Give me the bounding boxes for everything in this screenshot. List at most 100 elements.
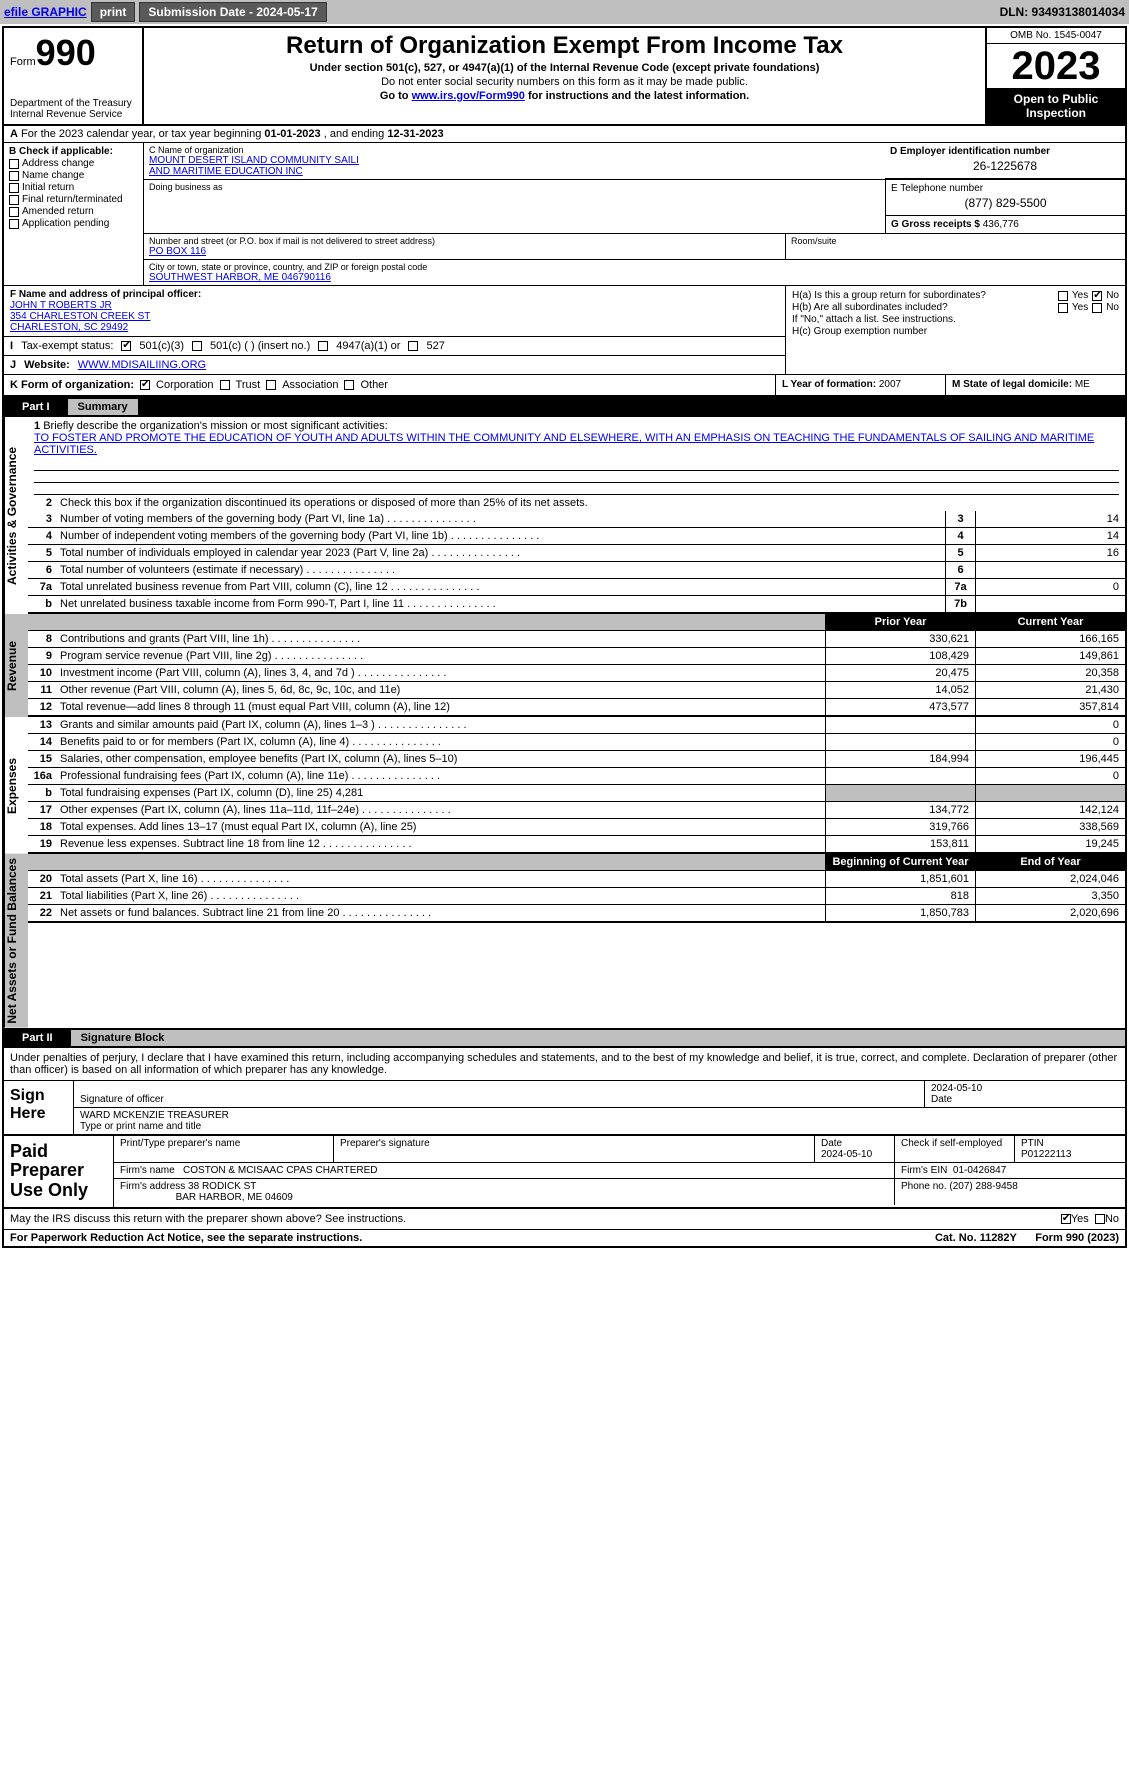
l21-cy: 3,350 — [975, 888, 1125, 904]
line-4-val: 14 — [975, 528, 1125, 544]
ty-end: 12-31-2023 — [387, 128, 443, 140]
open-inspection: Open to Public Inspection — [987, 88, 1125, 124]
dln-label: DLN: 93493138014034 — [1000, 5, 1125, 19]
box-e-label: E Telephone number — [891, 183, 1120, 194]
l17-cy: 142,124 — [975, 802, 1125, 818]
goto-link[interactable]: www.irs.gov/Form990 — [412, 90, 525, 102]
print-button[interactable]: print — [91, 2, 136, 22]
chk-hb-no[interactable] — [1092, 303, 1102, 313]
l20-cy: 2,024,046 — [975, 871, 1125, 887]
efile-link[interactable]: efile GRAPHIC — [4, 5, 87, 19]
l12-cy: 357,814 — [975, 699, 1125, 715]
chk-trust[interactable] — [220, 380, 230, 390]
line-5-text: Total number of individuals employed in … — [60, 547, 428, 559]
officer-addr2: CHARLESTON, SC 29492 — [10, 322, 128, 333]
chk-app-pending[interactable] — [9, 219, 19, 229]
form-ref: Form 990 (2023) — [1035, 1232, 1119, 1244]
irs-discuss: May the IRS discuss this return with the… — [4, 1209, 1125, 1230]
l22-cy: 2,020,696 — [975, 905, 1125, 921]
gross-receipts: 436,776 — [983, 219, 1019, 230]
chk-527[interactable] — [408, 341, 418, 351]
l9-cy: 149,861 — [975, 648, 1125, 664]
chk-amended[interactable] — [9, 207, 19, 217]
chk-ha-no[interactable] — [1092, 291, 1102, 301]
row-klm: K Form of organization: Corporation Trus… — [4, 374, 1125, 397]
mission-value: TO FOSTER AND PROMOTE THE EDUCATION OF Y… — [34, 432, 1094, 456]
line-3-text: Number of voting members of the governin… — [60, 513, 384, 525]
line-a-label: A — [10, 128, 18, 140]
firm-addr2: BAR HARBOR, ME 04609 — [176, 1192, 293, 1203]
irs-label: Internal Revenue Service — [10, 109, 136, 120]
chk-corp[interactable] — [140, 380, 150, 390]
form-number-box: Form990 Department of the Treasury Inter… — [4, 28, 144, 124]
box-m: M State of legal domicile: ME — [945, 375, 1125, 395]
chk-hb-yes[interactable] — [1058, 303, 1068, 313]
l18-py: 319,766 — [825, 819, 975, 835]
dept-treasury: Department of the Treasury — [10, 98, 136, 109]
chk-final-return[interactable] — [9, 195, 19, 205]
line-3-val: 14 — [975, 511, 1125, 527]
chk-address-change[interactable] — [9, 159, 19, 169]
chk-4947[interactable] — [318, 341, 328, 351]
chk-discuss-yes[interactable] — [1061, 1214, 1071, 1224]
box-f: F Name and address of principal officer:… — [4, 286, 785, 337]
officer-name: JOHN T ROBERTS JR — [10, 300, 112, 311]
line-7a-val: 0 — [975, 579, 1125, 595]
chk-501c[interactable] — [192, 341, 202, 351]
prep-date: 2024-05-10 — [821, 1149, 872, 1160]
row-fh: F Name and address of principal officer:… — [4, 286, 1125, 374]
l13-py — [825, 717, 975, 733]
part-ii-bar: Part II Signature Block — [4, 1028, 1125, 1048]
box-c-area: C Name of organization MOUNT DESERT ISLA… — [144, 143, 1125, 285]
activities-governance: Activities & Governance 1 Briefly descri… — [4, 417, 1125, 614]
net-assets-section: Net Assets or Fund Balances Beginning of… — [4, 854, 1125, 1028]
l19-cy: 19,245 — [975, 836, 1125, 852]
org-name-label: C Name of organization — [149, 145, 880, 155]
line-6-val — [975, 562, 1125, 578]
form-title: Return of Organization Exempt From Incom… — [152, 32, 977, 60]
line-2: Check this box if the organization disco… — [56, 495, 1125, 511]
pra-notice: For Paperwork Reduction Act Notice, see … — [10, 1232, 935, 1244]
cat-no: Cat. No. 11282Y — [935, 1232, 1017, 1244]
line-6-text: Total number of volunteers (estimate if … — [60, 564, 303, 576]
firm-addr1: 38 RODICK ST — [188, 1181, 256, 1192]
box-g-label: G Gross receipts $ — [891, 219, 980, 230]
goto-post: for instructions and the latest informat… — [525, 90, 749, 102]
l15-py: 184,994 — [825, 751, 975, 767]
chk-assoc[interactable] — [266, 380, 276, 390]
officer-name-title: WARD MCKENZIE TREASURER — [80, 1110, 229, 1121]
hdr-current-year: Current Year — [975, 614, 1125, 630]
chk-initial-return[interactable] — [9, 183, 19, 193]
firm-phone: (207) 288-9458 — [949, 1181, 1017, 1192]
row-i: ITax-exempt status: 501(c)(3) 501(c) ( )… — [4, 337, 785, 356]
signature-intro: Under penalties of perjury, I declare th… — [4, 1048, 1125, 1081]
mission-q: Briefly describe the organization's miss… — [43, 420, 387, 432]
website-value[interactable]: WWW.MDISAILIING.ORG — [78, 359, 206, 371]
l12-py: 473,577 — [825, 699, 975, 715]
chk-ha-yes[interactable] — [1058, 291, 1068, 301]
l8-py: 330,621 — [825, 631, 975, 647]
submission-date-button[interactable]: Submission Date - 2024-05-17 — [139, 2, 326, 22]
l19-py: 153,811 — [825, 836, 975, 852]
form-number: 990 — [36, 32, 96, 73]
chk-discuss-no[interactable] — [1095, 1214, 1105, 1224]
vtab-revenue: Revenue — [4, 614, 28, 717]
l11-cy: 21,430 — [975, 682, 1125, 698]
form-word: Form — [10, 56, 36, 68]
l22-py: 1,850,783 — [825, 905, 975, 921]
addr-label: Number and street (or P.O. box if mail i… — [149, 236, 780, 246]
sign-date: 2024-05-10 — [931, 1083, 982, 1094]
chk-other[interactable] — [344, 380, 354, 390]
line-7b-text: Net unrelated business taxable income fr… — [60, 598, 404, 610]
year-box: OMB No. 1545-0047 2023 Open to Public In… — [985, 28, 1125, 124]
org-name-2: AND MARITIME EDUCATION INC — [149, 166, 880, 177]
entity-section: B Check if applicable: Address change Na… — [4, 143, 1125, 286]
chk-501c3[interactable] — [121, 341, 131, 351]
ssn-warning: Do not enter social security numbers on … — [152, 76, 977, 88]
box-b-header: B Check if applicable: — [9, 146, 138, 157]
chk-name-change[interactable] — [9, 171, 19, 181]
year-formation: 2007 — [879, 379, 901, 390]
l16a-cy: 0 — [975, 768, 1125, 784]
box-k: K Form of organization: Corporation Trus… — [4, 375, 775, 395]
dba-label: Doing business as — [149, 182, 880, 192]
